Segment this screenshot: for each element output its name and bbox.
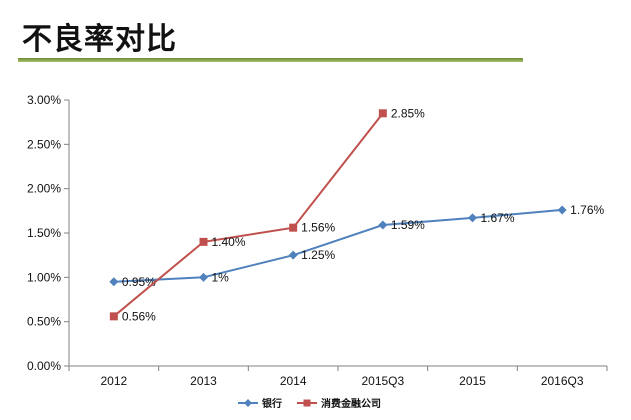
legend-marker-square — [303, 399, 311, 407]
data-point-square — [289, 223, 298, 232]
data-point-diamond — [468, 213, 477, 223]
title-underline — [18, 58, 523, 62]
data-label: 1.25% — [301, 248, 335, 262]
data-label: 1.59% — [391, 218, 425, 232]
data-point-diamond — [199, 272, 208, 282]
data-label: 1.40% — [212, 235, 246, 249]
y-tick-label: 1.00% — [27, 270, 61, 284]
data-point-square — [109, 312, 118, 321]
y-tick-label: 2.50% — [27, 137, 61, 151]
x-tick-label: 2014 — [280, 374, 307, 388]
y-tick-label: 3.00% — [27, 93, 61, 107]
data-point-diamond — [378, 220, 388, 230]
x-tick-label: 2015 — [459, 374, 486, 388]
data-label: 1% — [212, 270, 230, 284]
data-point-diamond — [557, 205, 567, 215]
x-tick-label: 2012 — [100, 374, 127, 388]
legend-label: 银行 — [262, 397, 282, 410]
data-label: 2.85% — [391, 106, 425, 120]
y-tick-label: 0.50% — [27, 315, 61, 329]
data-point-diamond — [109, 277, 119, 287]
legend-marker-diamond — [244, 399, 252, 407]
legend-label: 消费金融公司 — [321, 397, 381, 410]
y-tick-label: 1.50% — [27, 226, 61, 240]
page-title: 不良率对比 — [22, 22, 177, 57]
y-tick-label: 2.00% — [27, 182, 61, 196]
data-label: 1.76% — [570, 203, 604, 217]
data-point-square — [378, 109, 387, 118]
series-line-2 — [113, 112, 384, 318]
series-line-1 — [113, 208, 563, 283]
x-tick-label: 2015Q3 — [361, 374, 404, 388]
data-label: 1.56% — [301, 221, 335, 235]
x-tick-label: 2016Q3 — [541, 374, 584, 388]
data-label: 0.56% — [122, 309, 156, 323]
x-tick-label: 2013 — [190, 374, 217, 388]
y-tick-label: 0.00% — [27, 359, 61, 373]
data-label: 0.95% — [122, 275, 156, 289]
data-point-square — [199, 237, 208, 246]
data-point-diamond — [288, 250, 298, 260]
data-label: 1.67% — [481, 211, 515, 225]
